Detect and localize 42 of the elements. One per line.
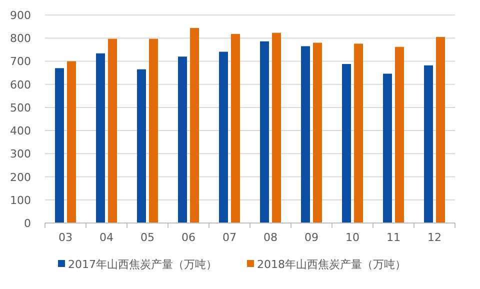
bar bbox=[395, 46, 404, 223]
y-tick-label: 200 bbox=[10, 170, 31, 184]
x-tick-label: 04 bbox=[100, 231, 114, 244]
y-tick-label: 100 bbox=[10, 194, 31, 207]
x-tick-label: 10 bbox=[346, 231, 360, 244]
y-tick-label: 0 bbox=[24, 217, 31, 230]
bar bbox=[260, 41, 269, 223]
y-tick-label: 800 bbox=[10, 32, 31, 46]
bar bbox=[313, 42, 322, 223]
x-tick-label: 11 bbox=[386, 231, 400, 244]
bar bbox=[149, 38, 158, 223]
bar bbox=[178, 56, 187, 223]
bar bbox=[137, 69, 146, 223]
bar bbox=[342, 64, 351, 223]
x-tick-label: 07 bbox=[222, 231, 236, 244]
legend-label: 2017年山西焦炭产量（万吨） bbox=[68, 258, 217, 271]
y-tick-label: 600 bbox=[10, 78, 31, 92]
x-tick-label: 09 bbox=[304, 231, 318, 244]
bar bbox=[436, 36, 445, 223]
y-tick-label: 500 bbox=[10, 101, 31, 114]
legend-label: 2018年山西焦炭产量（万吨） bbox=[257, 258, 406, 271]
x-tick-label: 08 bbox=[264, 231, 278, 244]
x-tick-label: 06 bbox=[182, 231, 196, 244]
bar bbox=[383, 74, 392, 223]
bar bbox=[272, 32, 281, 223]
bar bbox=[219, 52, 228, 223]
bar bbox=[231, 34, 240, 223]
x-tick-label: 12 bbox=[428, 231, 442, 244]
bar bbox=[354, 44, 363, 223]
bar bbox=[301, 46, 310, 223]
x-tick-label: 05 bbox=[140, 231, 154, 244]
y-tick-label: 300 bbox=[10, 148, 31, 161]
bar bbox=[190, 28, 199, 223]
y-tick-label: 700 bbox=[10, 55, 31, 68]
bar bbox=[96, 53, 105, 223]
y-tick-label: 900 bbox=[10, 9, 31, 22]
bar bbox=[108, 38, 117, 223]
bar bbox=[55, 68, 64, 223]
y-tick-label: 400 bbox=[10, 124, 31, 138]
bar bbox=[424, 65, 433, 223]
bar bbox=[67, 61, 76, 223]
x-tick-label: 03 bbox=[58, 231, 72, 244]
